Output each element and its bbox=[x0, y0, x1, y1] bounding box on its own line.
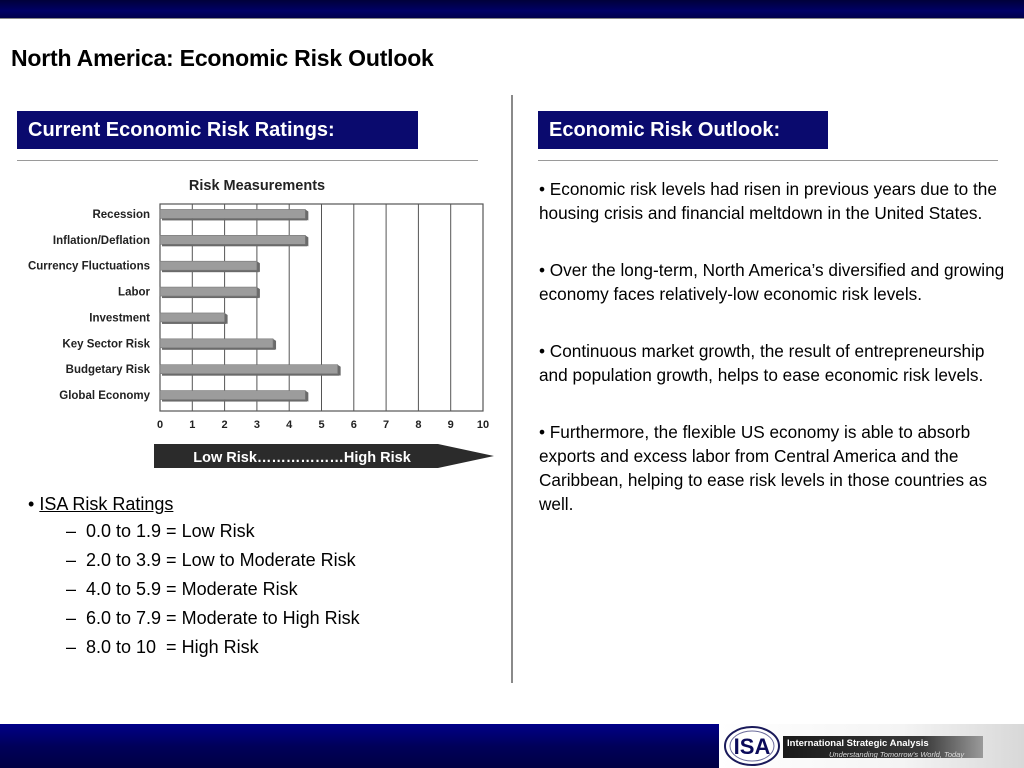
bar-shadow bbox=[305, 390, 309, 402]
column-divider bbox=[511, 95, 513, 683]
bar bbox=[159, 338, 274, 349]
bar bbox=[159, 235, 306, 245]
list-item: – 6.0 to 7.9 = Moderate to High Risk bbox=[66, 608, 360, 637]
risk-arrow bbox=[154, 444, 494, 468]
x-tick-label: 5 bbox=[318, 419, 324, 431]
bar-shadow bbox=[305, 235, 309, 247]
chart-title: Risk Measurements bbox=[189, 178, 325, 194]
dash: – bbox=[66, 579, 77, 599]
list-item-text: 4.0 to 5.9 = Moderate Risk bbox=[86, 579, 298, 599]
category-label: Inflation/Deflation bbox=[53, 235, 150, 247]
bar-bottom bbox=[162, 399, 308, 402]
bar bbox=[159, 209, 306, 219]
outlook-paragraph: • Continuous market growth, the result o… bbox=[539, 341, 985, 385]
bar-shadow bbox=[273, 338, 277, 350]
x-tick-label: 0 bbox=[157, 419, 163, 431]
left-divider-line bbox=[17, 160, 478, 161]
outlook-paragraph: • Economic risk levels had risen in prev… bbox=[539, 179, 997, 223]
x-tick-label: 4 bbox=[286, 419, 293, 431]
x-tick-label: 7 bbox=[383, 419, 389, 431]
x-tick-label: 3 bbox=[254, 419, 260, 431]
bar bbox=[159, 286, 258, 297]
top-banner bbox=[0, 0, 1024, 19]
bar-bottom bbox=[162, 270, 259, 273]
bar-shadow bbox=[224, 312, 228, 324]
category-label: Labor bbox=[118, 287, 150, 299]
bar-bottom bbox=[162, 218, 308, 221]
outlook-header: Economic Risk Outlook: bbox=[538, 111, 828, 149]
dash: – bbox=[66, 608, 77, 628]
list-item-text: 6.0 to 7.9 = Moderate to High Risk bbox=[86, 608, 360, 628]
outlook-paragraph: • Over the long-term, North America’s di… bbox=[539, 260, 1005, 304]
logo-letters: ISA bbox=[734, 734, 771, 759]
bar-shadow bbox=[256, 261, 260, 273]
ratings-heading-text: ISA Risk Ratings bbox=[39, 494, 174, 514]
list-item: – 2.0 to 3.9 = Low to Moderate Risk bbox=[66, 550, 360, 579]
bar bbox=[159, 260, 258, 271]
bar-shadow bbox=[337, 364, 341, 376]
category-label: Recession bbox=[92, 209, 150, 221]
bar-bottom bbox=[162, 373, 340, 376]
bar bbox=[159, 390, 306, 400]
list-item-text: 2.0 to 3.9 = Low to Moderate Risk bbox=[86, 550, 356, 570]
outlook-text: • Economic risk levels had risen in prev… bbox=[539, 177, 1017, 549]
bar-bottom bbox=[162, 321, 227, 324]
x-tick-label: 8 bbox=[415, 419, 421, 431]
bar bbox=[159, 312, 225, 323]
outlook-paragraph: • Furthermore, the flexible US economy i… bbox=[539, 422, 988, 514]
org-name: International Strategic Analysis bbox=[787, 738, 929, 749]
bar-shadow bbox=[256, 287, 260, 299]
bar-shadow bbox=[305, 209, 309, 221]
category-label: Key Sector Risk bbox=[62, 338, 150, 350]
x-tick-label: 9 bbox=[448, 419, 454, 431]
page-title: North America: Economic Risk Outlook bbox=[11, 45, 434, 71]
chart-plot-area: 0 1 2 3 4 5 6 7 8 9 10 Recession Inflation/Deflation… bbox=[28, 203, 489, 431]
bar-bottom bbox=[162, 296, 259, 299]
current-ratings-header: Current Economic Risk Ratings: bbox=[17, 111, 418, 149]
x-tick-label: 1 bbox=[189, 419, 195, 431]
x-tick-label: 6 bbox=[351, 419, 357, 431]
list-item-text: 0.0 to 1.9 = Low Risk bbox=[86, 521, 255, 541]
dash: – bbox=[66, 550, 77, 570]
dash: – bbox=[66, 637, 77, 657]
category-label: Currency Fluctuations bbox=[28, 261, 150, 273]
ratings-list: • ISA Risk Ratings – 0.0 to 1.9 = Low Ri… bbox=[28, 494, 360, 666]
right-divider-line bbox=[538, 160, 998, 161]
list-item: – 8.0 to 10 = High Risk bbox=[66, 637, 360, 666]
category-label: Investment bbox=[89, 312, 150, 324]
bar bbox=[159, 364, 338, 374]
list-item: – 4.0 to 5.9 = Moderate Risk bbox=[66, 579, 360, 608]
dash: – bbox=[66, 521, 77, 541]
category-label: Global Economy bbox=[59, 390, 150, 402]
risk-chart: Risk Measurements 0 1 2 3 4 5 6 7 8 9 10 Recession I… bbox=[28, 178, 494, 468]
x-tick-label: 10 bbox=[477, 419, 489, 431]
bullet: • bbox=[28, 494, 35, 514]
risk-arrow-label: Low Risk………………High Risk bbox=[193, 450, 411, 466]
isa-globe-icon: ISA bbox=[724, 726, 780, 766]
category-label: Budgetary Risk bbox=[66, 364, 151, 376]
org-tagline: Understanding Tomorrow's World, Today bbox=[829, 750, 965, 759]
x-tick-label: 2 bbox=[222, 419, 228, 431]
isa-logo: ISA International Strategic Analysis Und… bbox=[719, 724, 1024, 768]
bar-bottom bbox=[162, 347, 276, 350]
bar-bottom bbox=[162, 244, 308, 247]
ratings-heading: • ISA Risk Ratings bbox=[28, 494, 360, 515]
list-item: – 0.0 to 1.9 = Low Risk bbox=[66, 521, 360, 550]
logo-banner bbox=[783, 736, 983, 758]
list-item-text: 8.0 to 10 = High Risk bbox=[86, 637, 259, 657]
